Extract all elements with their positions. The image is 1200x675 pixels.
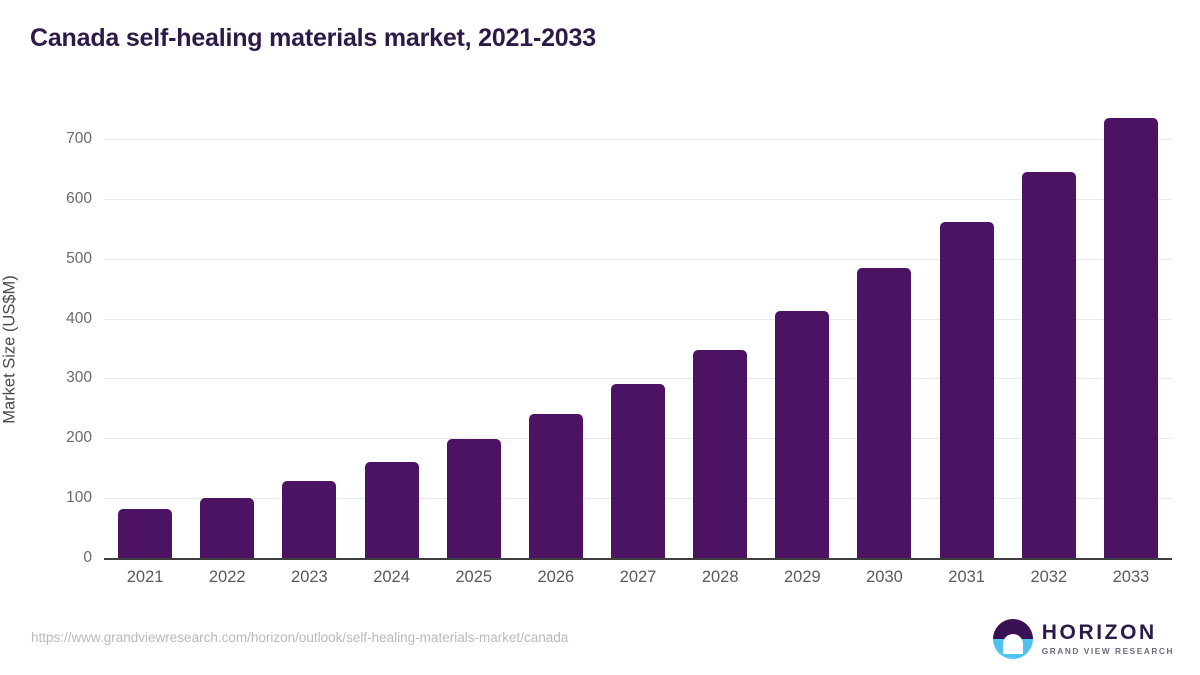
bar-slot <box>926 103 1008 558</box>
bar-slot <box>761 103 843 558</box>
bar-slot <box>843 103 925 558</box>
bar-slot <box>1090 103 1172 558</box>
y-tick-label: 300 <box>66 369 92 387</box>
bar[interactable] <box>118 508 173 558</box>
x-tick-label: 2023 <box>291 568 328 586</box>
y-tick-label: 400 <box>66 309 92 327</box>
bar[interactable] <box>693 350 748 558</box>
x-tick-label: 2029 <box>783 568 821 586</box>
y-tick-label: 100 <box>66 489 92 507</box>
bar[interactable] <box>611 384 666 558</box>
bar-slot <box>1008 103 1090 558</box>
gridline <box>104 318 1172 320</box>
y-tick-label: 600 <box>66 189 92 207</box>
x-tick-label: 2030 <box>866 568 903 586</box>
bar-series <box>104 103 1172 558</box>
bar[interactable] <box>775 311 830 558</box>
bar[interactable] <box>939 222 994 558</box>
y-axis-title: Market Size (US$M) <box>0 275 19 424</box>
logo-ray-3 <box>1008 651 1017 654</box>
bar-slot <box>268 103 350 558</box>
x-tick-label: 2031 <box>948 568 985 586</box>
bar[interactable] <box>364 462 419 558</box>
bar[interactable] <box>446 439 501 558</box>
bar[interactable] <box>1103 117 1158 558</box>
x-tick-label: 2026 <box>537 568 575 586</box>
gridline <box>104 258 1172 260</box>
x-axis-ticks: 2021 2022 2023 2024 2025 2026 2027 2028 2029 2030… <box>104 568 1172 587</box>
bar-slot <box>515 103 597 558</box>
logo-tagline: GRAND VIEW RESEARCH <box>1041 646 1174 657</box>
source-url: https://www.grandviewresearch.com/horizo… <box>31 630 569 645</box>
logo-name: HORIZON <box>1041 620 1157 644</box>
x-tick-label: 2022 <box>208 568 246 586</box>
bar-slot <box>433 103 515 558</box>
y-tick-label: 500 <box>66 249 92 267</box>
bar-slot <box>679 103 761 558</box>
logo-ray-2 <box>1006 647 1019 650</box>
brand-logo: HORIZON GRAND VIEW RESEARCH <box>992 618 1174 660</box>
bar[interactable] <box>1021 171 1076 558</box>
x-tick-label: 2021 <box>126 568 164 586</box>
bar-slot <box>104 103 186 558</box>
logo-ray-1 <box>1004 644 1021 647</box>
x-tick-label: 2028 <box>701 568 739 586</box>
x-axis-line <box>104 558 1172 560</box>
bar[interactable] <box>857 268 912 558</box>
bar-slot <box>597 103 679 558</box>
x-tick-label: 2032 <box>1030 568 1068 586</box>
x-tick-label: 2024 <box>373 568 410 586</box>
x-tick-label: 2033 <box>1112 568 1150 586</box>
gridline <box>104 378 1172 380</box>
bar[interactable] <box>528 414 583 558</box>
page-title: Canada self-healing materials market, 20… <box>30 24 596 52</box>
horizon-sunrise-circle-icon <box>992 619 1033 659</box>
logo-top-half <box>992 619 1033 639</box>
gridline <box>104 138 1172 140</box>
y-tick-label: 200 <box>66 429 92 447</box>
bar[interactable] <box>282 481 337 558</box>
x-tick-label: 2025 <box>455 568 493 586</box>
y-tick-label: 700 <box>66 129 92 147</box>
x-tick-label: 2027 <box>619 568 657 586</box>
y-tick-label: 0 <box>83 549 92 566</box>
bar-slot <box>350 103 432 558</box>
gridline <box>104 198 1172 200</box>
bar[interactable] <box>200 497 255 558</box>
logo-text: HORIZON GRAND VIEW RESEARCH <box>1041 620 1174 657</box>
bar-slot <box>186 103 268 558</box>
